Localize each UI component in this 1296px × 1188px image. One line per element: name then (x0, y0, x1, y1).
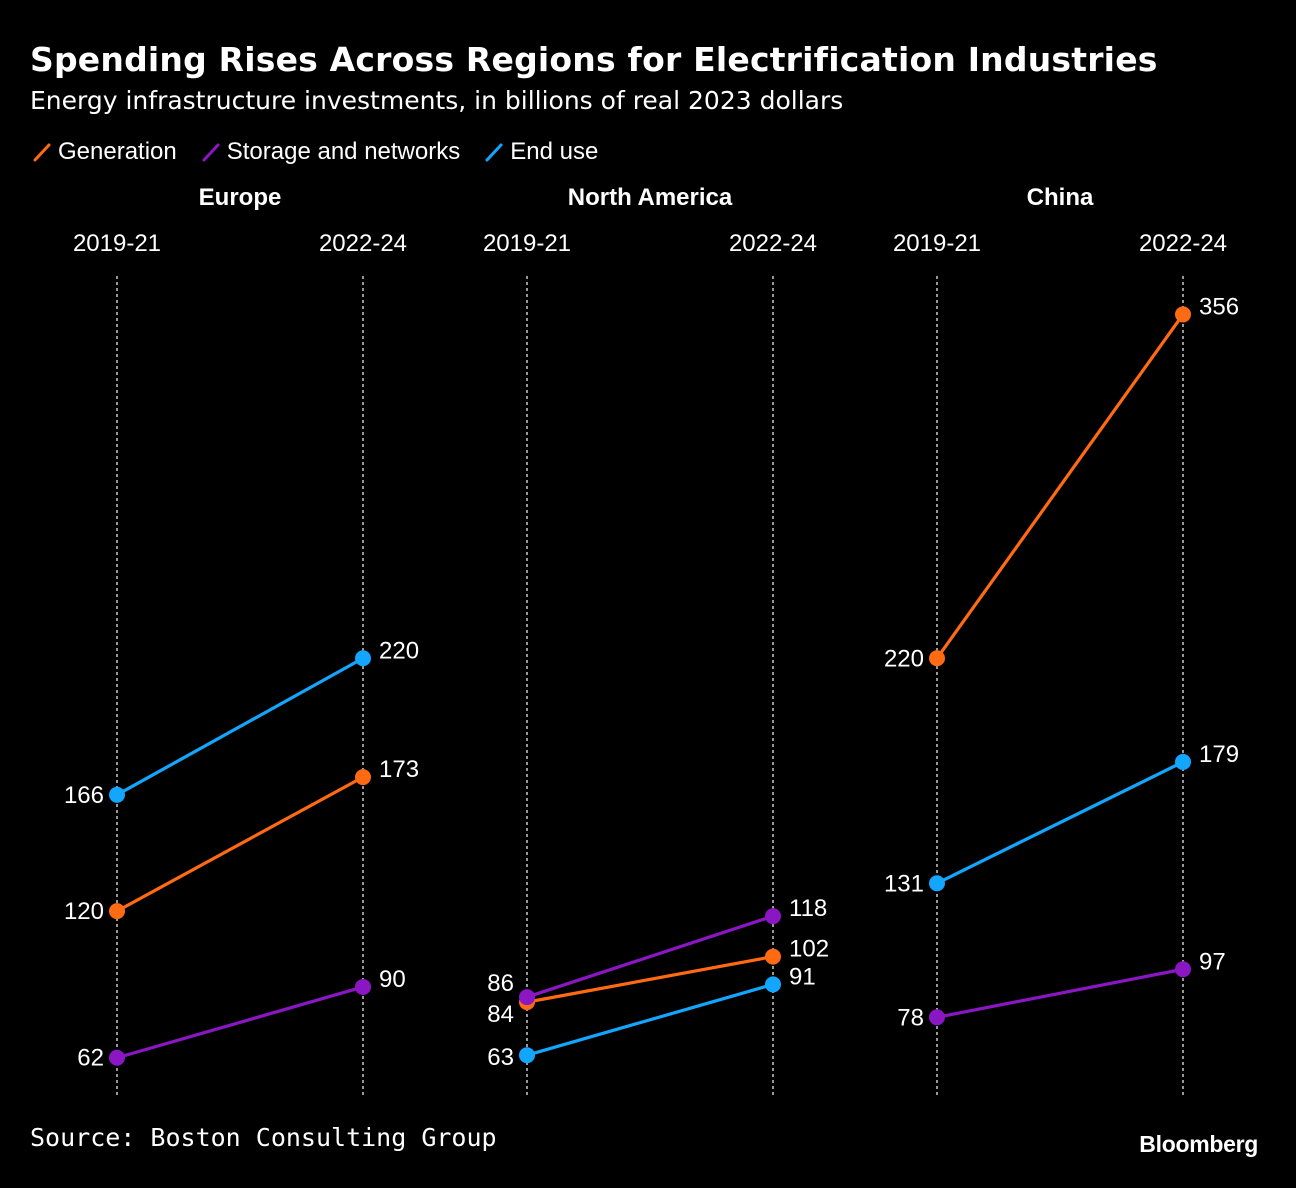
point-china-end-use-start (929, 875, 945, 892)
value-label-china-end-use-end: 179 (1199, 741, 1239, 768)
storage-swatch-icon (201, 142, 221, 162)
value-label-china-storage-and-networks-end: 97 (1199, 948, 1226, 975)
legend-item-end-use: End use (484, 138, 598, 166)
value-label-europe-generation-end: 173 (379, 756, 419, 783)
period-label-europe-1: 2022-24 (319, 230, 407, 257)
value-label-china-end-use-start: 131 (884, 870, 924, 897)
value-label-europe-end-use-end: 220 (379, 637, 419, 664)
chart-subtitle: Energy infrastructure investments, in bi… (30, 86, 844, 115)
legend: Generation Storage and networks End use (32, 137, 622, 167)
value-label-north-america-generation-end: 102 (789, 936, 829, 963)
value-label-north-america-end-use-start: 63 (487, 1044, 514, 1071)
source-note: Source: Boston Consulting Group (30, 1123, 497, 1152)
value-label-china-storage-and-networks-start: 78 (897, 1004, 924, 1031)
value-label-north-america-end-use-end: 91 (789, 963, 816, 990)
value-label-europe-end-use-start: 166 (64, 782, 104, 809)
slope-line-north-america-generation (526, 955, 774, 1004)
legend-label-generation: Generation (58, 138, 177, 165)
legend-item-generation: Generation (32, 138, 177, 166)
slope-line-europe-storage-and-networks (116, 985, 364, 1060)
point-china-end-use-end (1175, 753, 1191, 770)
slope-line-china-storage-and-networks (936, 967, 1184, 1019)
slope-line-europe-end-use (116, 656, 364, 797)
value-label-china-generation-start: 220 (884, 645, 924, 672)
period-label-china-0: 2019-21 (893, 230, 981, 257)
value-label-europe-storage-and-networks-end: 90 (379, 966, 406, 993)
point-north-america-storage-and-networks-end (765, 908, 781, 925)
slope-line-china-generation (935, 313, 1185, 660)
slope-line-china-end-use (936, 760, 1184, 885)
slope-line-north-america-end-use (526, 982, 774, 1057)
point-europe-storage-and-networks-start (109, 1049, 125, 1066)
legend-label-storage: Storage and networks (226, 138, 461, 165)
value-label-china-generation-end: 356 (1199, 293, 1239, 320)
point-north-america-storage-and-networks-start (519, 989, 535, 1006)
panel-title-north-america: North America (568, 184, 733, 211)
period-label-north-america-0: 2019-21 (483, 230, 571, 257)
value-label-north-america-generation-start: 84 (487, 1001, 514, 1028)
slope-line-north-america-storage-and-networks (526, 914, 774, 999)
slope-line-europe-generation (116, 775, 364, 913)
period-label-china-1: 2022-24 (1139, 230, 1227, 257)
point-china-storage-and-networks-end (1175, 961, 1191, 978)
value-label-north-america-storage-and-networks-end: 118 (789, 895, 827, 922)
generation-swatch-icon (32, 142, 52, 162)
point-europe-end-use-start (109, 786, 125, 803)
generation-swatch-line (33, 143, 51, 162)
panel-china: China 2019-21 2022-24 220 356 78 97 131 179 (884, 184, 1239, 1098)
bloomberg-logo: Bloomberg (1139, 1131, 1258, 1157)
period-label-europe-0: 2019-21 (73, 230, 161, 257)
point-europe-generation-end (355, 769, 371, 786)
point-europe-end-use-end (355, 650, 371, 667)
legend-item-storage: Storage and networks (201, 138, 460, 166)
panel-europe: Europe 2019-21 2022-24 120 173 62 90 166 220 (64, 184, 419, 1098)
panel-title-china: China (1027, 184, 1094, 211)
point-china-generation-end (1175, 306, 1191, 323)
point-europe-storage-and-networks-end (355, 978, 371, 995)
point-north-america-generation-end (765, 948, 781, 965)
period-label-north-america-1: 2022-24 (729, 230, 817, 257)
value-label-north-america-storage-and-networks-start: 86 (487, 970, 514, 997)
point-china-generation-start (929, 650, 945, 667)
point-north-america-end-use-start (519, 1047, 535, 1064)
panel-north-america: North America 2019-21 2022-24 84 102 86 118 63 9… (483, 184, 829, 1098)
value-label-europe-generation-start: 120 (64, 898, 104, 925)
storage-swatch-line (202, 143, 220, 162)
point-north-america-end-use-end (765, 976, 781, 993)
point-china-storage-and-networks-start (929, 1009, 945, 1026)
value-label-europe-storage-and-networks-start: 62 (77, 1045, 104, 1072)
panel-title-europe: Europe (199, 184, 282, 211)
end-use-swatch-icon (484, 142, 504, 162)
chart-title: Spending Rises Across Regions for Electr… (30, 40, 1158, 79)
end-use-swatch-line (485, 143, 503, 162)
legend-label-end-use: End use (510, 138, 599, 165)
point-europe-generation-start (109, 903, 125, 920)
